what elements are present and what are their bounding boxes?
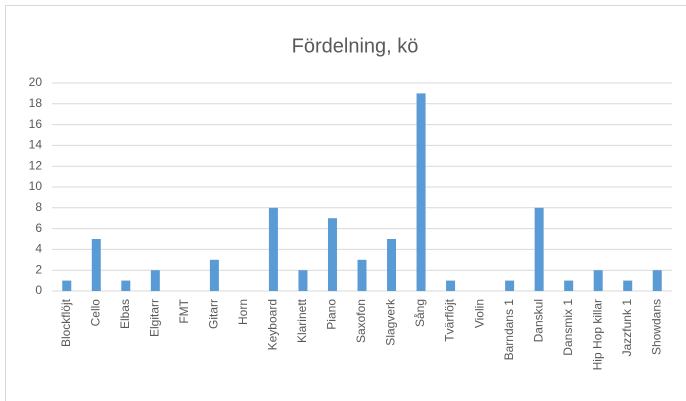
x-tick-label: Elgitarr xyxy=(148,299,162,337)
x-tick-label: Barndans 1 xyxy=(502,299,516,361)
y-tick-label: 6 xyxy=(35,221,42,235)
y-tick-label: 18 xyxy=(29,96,43,110)
x-tick-label: Keyboard xyxy=(266,299,280,350)
x-tick-label: Klarinett xyxy=(295,298,309,343)
bar xyxy=(623,280,633,291)
x-tick-label: Showdans xyxy=(649,299,663,355)
x-tick-label: Hip Hop killar xyxy=(590,299,604,370)
bar xyxy=(327,218,337,291)
bar xyxy=(505,280,515,291)
x-tick-label: FMT xyxy=(177,298,191,323)
y-tick-label: 10 xyxy=(29,179,43,193)
y-tick-label: 14 xyxy=(29,138,43,152)
x-tick-label: Slagverk xyxy=(384,298,398,346)
x-tick-label: Dansmix 1 xyxy=(561,299,575,356)
x-tick-label: Tvärflöjt xyxy=(443,298,457,341)
y-tick-label: 0 xyxy=(35,283,42,297)
y-tick-label: 4 xyxy=(35,242,42,256)
bar xyxy=(150,270,160,291)
bar xyxy=(209,259,219,291)
bar xyxy=(62,280,72,291)
y-tick-label: 12 xyxy=(29,158,43,172)
chart-title: Fördelning, kö xyxy=(292,35,419,57)
x-tick-label: Saxofon xyxy=(354,299,368,343)
bar xyxy=(121,280,131,291)
y-tick-label: 20 xyxy=(29,75,43,89)
x-tick-label: Danskul xyxy=(531,299,545,342)
x-tick-label: Jazzfunk 1 xyxy=(620,299,634,357)
y-tick-label: 2 xyxy=(35,262,42,276)
y-tick-label: 8 xyxy=(35,200,42,214)
x-tick-label: Gitarr xyxy=(207,299,221,329)
bar xyxy=(357,259,367,291)
x-tick-label: Sång xyxy=(413,299,427,327)
x-tick-label: Horn xyxy=(236,299,250,325)
bar xyxy=(564,280,574,291)
bar xyxy=(387,239,397,291)
x-tick-label: Elbas xyxy=(118,299,132,329)
bar xyxy=(652,270,662,291)
chart-frame xyxy=(5,5,686,401)
bar xyxy=(268,207,278,291)
bar xyxy=(593,270,603,291)
x-tick-label: Blockflöjt xyxy=(59,298,73,347)
y-tick-label: 16 xyxy=(29,117,43,131)
bar xyxy=(91,239,101,291)
bar xyxy=(298,270,308,291)
x-tick-label: Violin xyxy=(472,299,486,328)
x-tick-label: Piano xyxy=(325,299,339,330)
bar xyxy=(534,207,544,291)
bar xyxy=(446,280,456,291)
x-tick-label: Cello xyxy=(88,299,102,327)
bar xyxy=(416,93,426,292)
